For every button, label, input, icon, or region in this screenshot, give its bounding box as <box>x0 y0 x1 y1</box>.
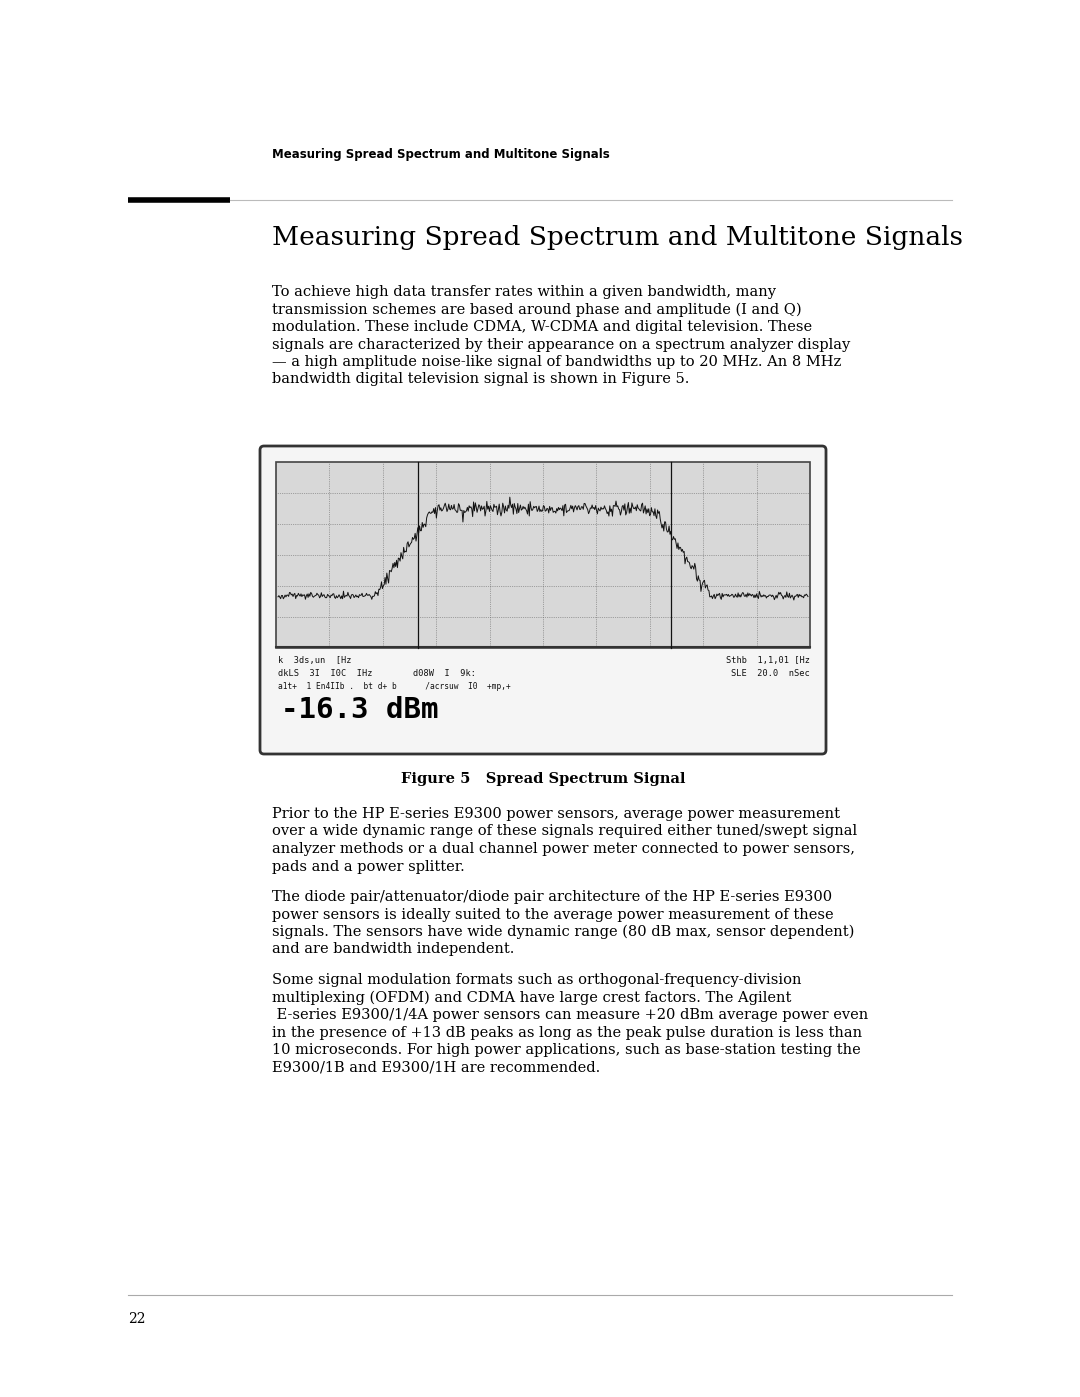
Text: power sensors is ideally suited to the average power measurement of these: power sensors is ideally suited to the a… <box>272 908 834 922</box>
Text: Some signal modulation formats such as orthogonal-frequency-division: Some signal modulation formats such as o… <box>272 972 801 988</box>
Text: -16.3 dBm: -16.3 dBm <box>281 696 438 724</box>
Text: SLE  20.0  nSec: SLE 20.0 nSec <box>731 669 810 678</box>
Text: k  3ds,un  [Hz: k 3ds,un [Hz <box>278 657 351 665</box>
Text: signals are characterized by their appearance on a spectrum analyzer display: signals are characterized by their appea… <box>272 338 850 352</box>
Text: — a high amplitude noise-like signal of bandwidths up to 20 MHz. An 8 MHz: — a high amplitude noise-like signal of … <box>272 355 841 369</box>
Text: The diode pair/attenuator/diode pair architecture of the HP E-series E9300: The diode pair/attenuator/diode pair arc… <box>272 890 832 904</box>
Text: modulation. These include CDMA, W-CDMA and digital television. These: modulation. These include CDMA, W-CDMA a… <box>272 320 812 334</box>
FancyBboxPatch shape <box>260 446 826 754</box>
Text: 22: 22 <box>129 1312 146 1326</box>
Text: Measuring Spread Spectrum and Multitone Signals: Measuring Spread Spectrum and Multitone … <box>272 148 610 161</box>
Text: multiplexing (OFDM) and CDMA have large crest factors. The Agilent: multiplexing (OFDM) and CDMA have large … <box>272 990 792 1004</box>
Text: over a wide dynamic range of these signals required either tuned/swept signal: over a wide dynamic range of these signa… <box>272 824 858 838</box>
Text: a1t+  1 En4IIb .  bt d+ b      /acrsuw  I0  +mp,+: a1t+ 1 En4IIb . bt d+ b /acrsuw I0 +mp,+ <box>278 682 511 692</box>
Text: and are bandwidth independent.: and are bandwidth independent. <box>272 943 514 957</box>
Text: To achieve high data transfer rates within a given bandwidth, many: To achieve high data transfer rates with… <box>272 285 777 299</box>
Text: E9300/1B and E9300/1H are recommended.: E9300/1B and E9300/1H are recommended. <box>272 1060 600 1074</box>
Text: 10 microseconds. For high power applications, such as base-station testing the: 10 microseconds. For high power applicat… <box>272 1044 861 1058</box>
Text: Figure 5   Spread Spectrum Signal: Figure 5 Spread Spectrum Signal <box>401 773 685 787</box>
Text: Measuring Spread Spectrum and Multitone Signals: Measuring Spread Spectrum and Multitone … <box>272 225 963 250</box>
Text: E-series E9300/1/4A power sensors can measure +20 dBm average power even: E-series E9300/1/4A power sensors can me… <box>272 1009 868 1023</box>
Bar <box>276 462 810 648</box>
Text: dkLS  3I  I0C  IHz: dkLS 3I I0C IHz <box>278 669 373 678</box>
Text: signals. The sensors have wide dynamic range (80 dB max, sensor dependent): signals. The sensors have wide dynamic r… <box>272 925 854 939</box>
Text: analyzer methods or a dual channel power meter connected to power sensors,: analyzer methods or a dual channel power… <box>272 842 855 856</box>
Text: Sthb  1,1,01 [Hz: Sthb 1,1,01 [Hz <box>726 657 810 665</box>
Text: transmission schemes are based around phase and amplitude (I and Q): transmission schemes are based around ph… <box>272 303 801 317</box>
Text: bandwidth digital television signal is shown in Figure 5.: bandwidth digital television signal is s… <box>272 373 689 387</box>
Text: in the presence of +13 dB peaks as long as the peak pulse duration is less than: in the presence of +13 dB peaks as long … <box>272 1025 862 1039</box>
Text: Prior to the HP E-series E9300 power sensors, average power measurement: Prior to the HP E-series E9300 power sen… <box>272 807 840 821</box>
Text: d08W  I  9k:: d08W I 9k: <box>413 669 476 678</box>
Text: pads and a power splitter.: pads and a power splitter. <box>272 859 464 873</box>
